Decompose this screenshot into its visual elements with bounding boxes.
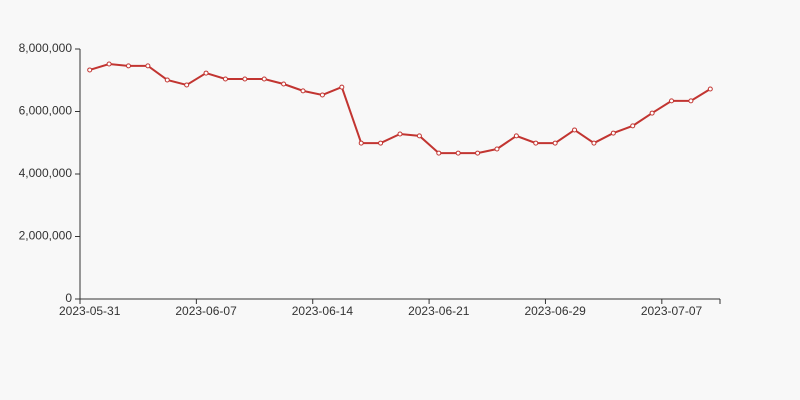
point	[649, 110, 655, 116]
point	[707, 86, 713, 92]
point	[533, 140, 539, 146]
point	[455, 150, 461, 156]
point	[513, 133, 519, 139]
x-tick-label: 2023-06-21	[408, 304, 470, 318]
x-tick-label: 2023-05-31	[59, 304, 121, 318]
x-tick-label: 2023-07-07	[641, 304, 703, 318]
point	[591, 140, 597, 146]
point	[416, 133, 422, 139]
line	[89, 62, 711, 155]
y-tick-label: 6,000,000	[19, 104, 73, 118]
point	[203, 70, 209, 76]
point	[281, 81, 287, 87]
y-tick-label: 0	[65, 291, 72, 305]
point	[222, 76, 228, 82]
y-tick-label: 8,000,000	[19, 41, 73, 55]
point	[339, 84, 345, 90]
y-tick-label: 2,000,000	[19, 229, 73, 243]
point	[630, 123, 636, 129]
point	[261, 76, 267, 82]
point	[358, 140, 364, 146]
point	[397, 131, 403, 137]
point	[106, 61, 112, 67]
point	[552, 140, 558, 146]
point	[610, 130, 616, 136]
point	[242, 76, 248, 82]
point	[669, 98, 675, 104]
point	[378, 140, 384, 146]
point	[184, 82, 190, 88]
point	[300, 88, 306, 94]
point	[475, 150, 481, 156]
point	[145, 63, 151, 69]
point	[436, 150, 442, 156]
point	[494, 146, 500, 152]
x-tick-label: 2023-06-07	[175, 304, 237, 318]
point	[319, 92, 325, 98]
point	[164, 77, 170, 83]
x-tick-label: 2023-06-14	[292, 304, 354, 318]
point	[125, 63, 131, 69]
x-tick-label: 2023-06-29	[524, 304, 586, 318]
y-tick-label: 4,000,000	[19, 166, 73, 180]
point	[688, 98, 694, 104]
point	[87, 67, 93, 73]
point	[572, 127, 578, 133]
